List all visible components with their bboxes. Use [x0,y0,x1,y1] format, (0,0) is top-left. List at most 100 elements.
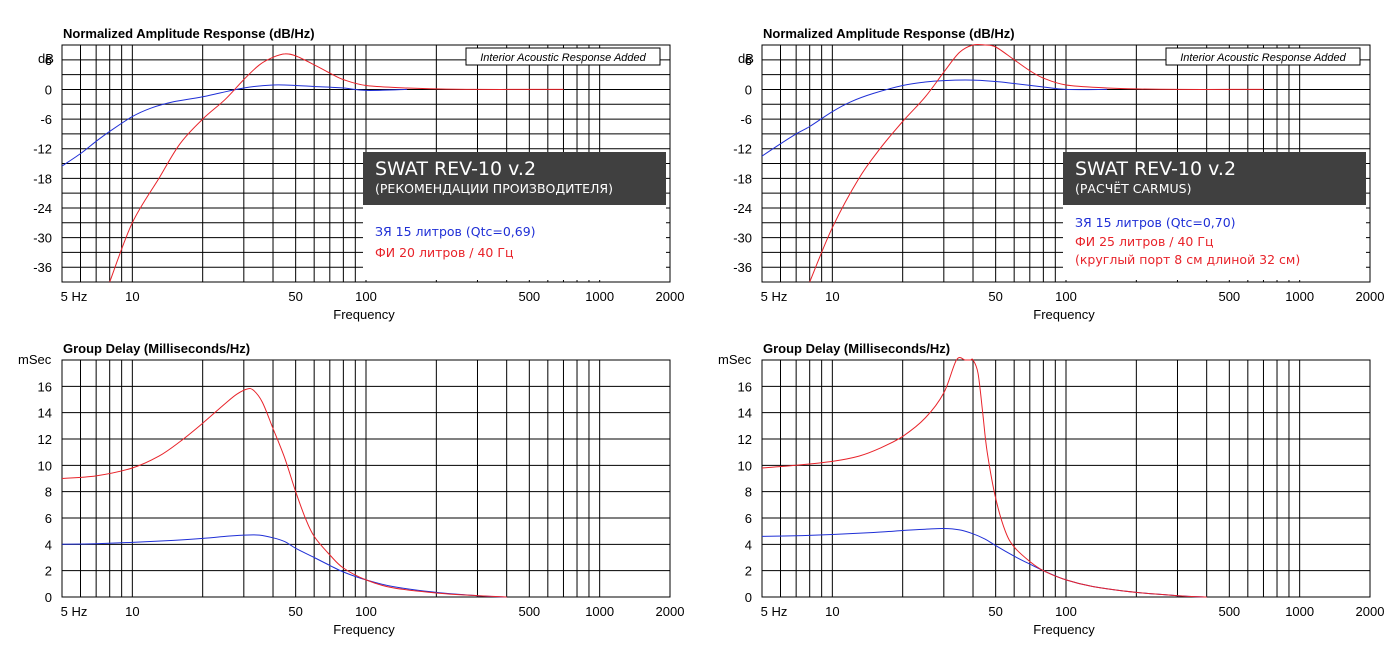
y-tick-label: 6 [45,53,52,68]
ported-line [61,388,507,598]
x-tick-label: 5 Hz [61,604,88,619]
note-box [465,47,661,66]
y-tick-label: -6 [740,112,752,127]
closed-box-desc: ЗЯ 15 литров (Qtc=0,70) [1075,215,1236,230]
x-tick-label: 100 [1055,289,1077,304]
x-tick-label: 500 [518,289,540,304]
gd-left-ylabel: mSec [18,352,52,367]
amp-right-x-ticks: 5 Hz 10 50 100 500 1000 2000 [761,289,1385,304]
gd-left-series [61,388,507,598]
amp-right-note: Interior Acoustic Response Added [1165,47,1361,66]
x-tick-label: 10 [825,604,839,619]
y-tick-label: 14 [38,406,52,421]
x-tick-label: 100 [1055,604,1077,619]
x-tick-label: 500 [1218,289,1240,304]
closed-box-line [61,534,507,598]
y-tick-label: 6 [745,53,752,68]
amp-right-chart: Normalized Amplitude Response (dB/Hz) dB… [733,26,1384,322]
amp-left-title: Normalized Amplitude Response (dB/Hz) [63,26,315,41]
y-tick-label: -36 [33,260,52,275]
ported-desc: ФИ 20 литров / 40 Гц [375,245,513,260]
gd-left-xlabel: Frequency [333,622,395,637]
x-tick-label: 1000 [585,289,614,304]
y-tick-label: 14 [738,406,752,421]
y-tick-label: 0 [45,590,52,605]
y-tick-label: 0 [45,82,52,97]
x-tick-label: 1000 [1285,604,1314,619]
gd-right-grid [761,359,1371,598]
x-tick-label: 500 [518,604,540,619]
amp-left-note: Interior Acoustic Response Added [465,47,661,66]
y-tick-label: -36 [733,260,752,275]
y-tick-label: 6 [45,511,52,526]
note-text: Interior Acoustic Response Added [480,52,646,64]
y-tick-label: 6 [745,511,752,526]
amp-left-ylabel: dB [38,51,54,66]
gd-left-grid [61,359,671,598]
y-tick-label: 0 [745,590,752,605]
x-tick-label: 10 [125,289,139,304]
ported-line [109,53,564,283]
y-tick-label: -12 [733,142,752,157]
x-tick-label: 5 Hz [61,289,88,304]
x-tick-label: 1000 [1285,289,1314,304]
y-tick-label: 2 [45,564,52,579]
ported-line [809,43,1264,283]
y-tick-label: -30 [33,231,52,246]
y-tick-label: 16 [738,379,752,394]
amp-right-y-ticks: 6 0 -6 -12 -18 -24 -30 -36 [733,53,752,275]
note-text: Interior Acoustic Response Added [1180,52,1346,64]
x-tick-label: 1000 [585,604,614,619]
amp-left-x-ticks: 5 Hz 10 50 100 500 1000 2000 [61,289,685,304]
y-tick-label: 4 [745,537,752,552]
x-tick-label: 50 [988,289,1002,304]
amp-right-title: Normalized Amplitude Response (dB/Hz) [763,26,1015,41]
y-tick-label: 4 [45,537,52,552]
port-desc: (круглый порт 8 см длиной 32 см) [1075,252,1300,267]
banner-bg [1063,152,1366,205]
banner-subtitle: (РЕКОМЕНДАЦИИ ПРОИЗВОДИТЕЛЯ) [375,181,613,196]
y-tick-label: -12 [33,142,52,157]
gd-left-chart: Group Delay (Milliseconds/Hz) mSec 16 14… [18,341,684,637]
y-tick-label: 8 [45,485,52,500]
x-tick-label: 2000 [656,289,685,304]
closed-box-line [761,79,1108,157]
y-tick-label: 16 [38,379,52,394]
x-tick-label: 50 [288,289,302,304]
y-tick-label: 0 [745,82,752,97]
x-tick-label: 50 [288,604,302,619]
y-tick-label: 2 [745,564,752,579]
x-tick-label: 2000 [1356,604,1385,619]
banner-subtitle: (РАСЧЁТ CARMUS) [1075,181,1191,196]
y-tick-label: 12 [738,432,752,447]
amp-right-series [761,43,1264,283]
amp-right-legend-box: SWAT REV-10 v.2 (РАСЧЁТ CARMUS) ЗЯ 15 ли… [1063,152,1366,280]
gd-left-title: Group Delay (Milliseconds/Hz) [63,341,250,356]
y-tick-label: -6 [40,112,52,127]
amp-left-legend-box: SWAT REV-10 v.2 (РЕКОМЕНДАЦИИ ПРОИЗВОДИТ… [363,152,666,280]
closed-box-line [61,84,408,167]
amp-left-xlabel: Frequency [333,307,395,322]
x-tick-label: 2000 [656,604,685,619]
y-tick-label: -24 [33,201,52,216]
x-tick-label: 5 Hz [761,604,788,619]
amp-left-chart: Normalized Amplitude Response (dB/Hz) dB… [33,26,684,322]
x-tick-label: 10 [825,289,839,304]
ported-line [761,357,1207,598]
ported-desc: ФИ 25 литров / 40 Гц [1075,234,1213,249]
y-tick-label: 10 [38,458,52,473]
y-tick-label: -18 [33,171,52,186]
gd-right-title: Group Delay (Milliseconds/Hz) [763,341,950,356]
gd-right-x-ticks: 5 Hz 10 50 100 500 1000 2000 [761,604,1385,619]
amp-right-xlabel: Frequency [1033,307,1095,322]
amp-right-ylabel: dB [738,51,754,66]
gd-right-y-ticks: 16 14 12 10 8 6 4 2 0 [738,379,752,605]
banner-title: SWAT REV-10 v.2 [375,158,536,180]
gd-right-xlabel: Frequency [1033,622,1095,637]
gd-left-x-ticks: 5 Hz 10 50 100 500 1000 2000 [61,604,685,619]
x-tick-label: 2000 [1356,289,1385,304]
gd-right-chart: Group Delay (Milliseconds/Hz) mSec 16 14… [718,341,1384,637]
x-tick-label: 10 [125,604,139,619]
x-tick-label: 100 [355,604,377,619]
